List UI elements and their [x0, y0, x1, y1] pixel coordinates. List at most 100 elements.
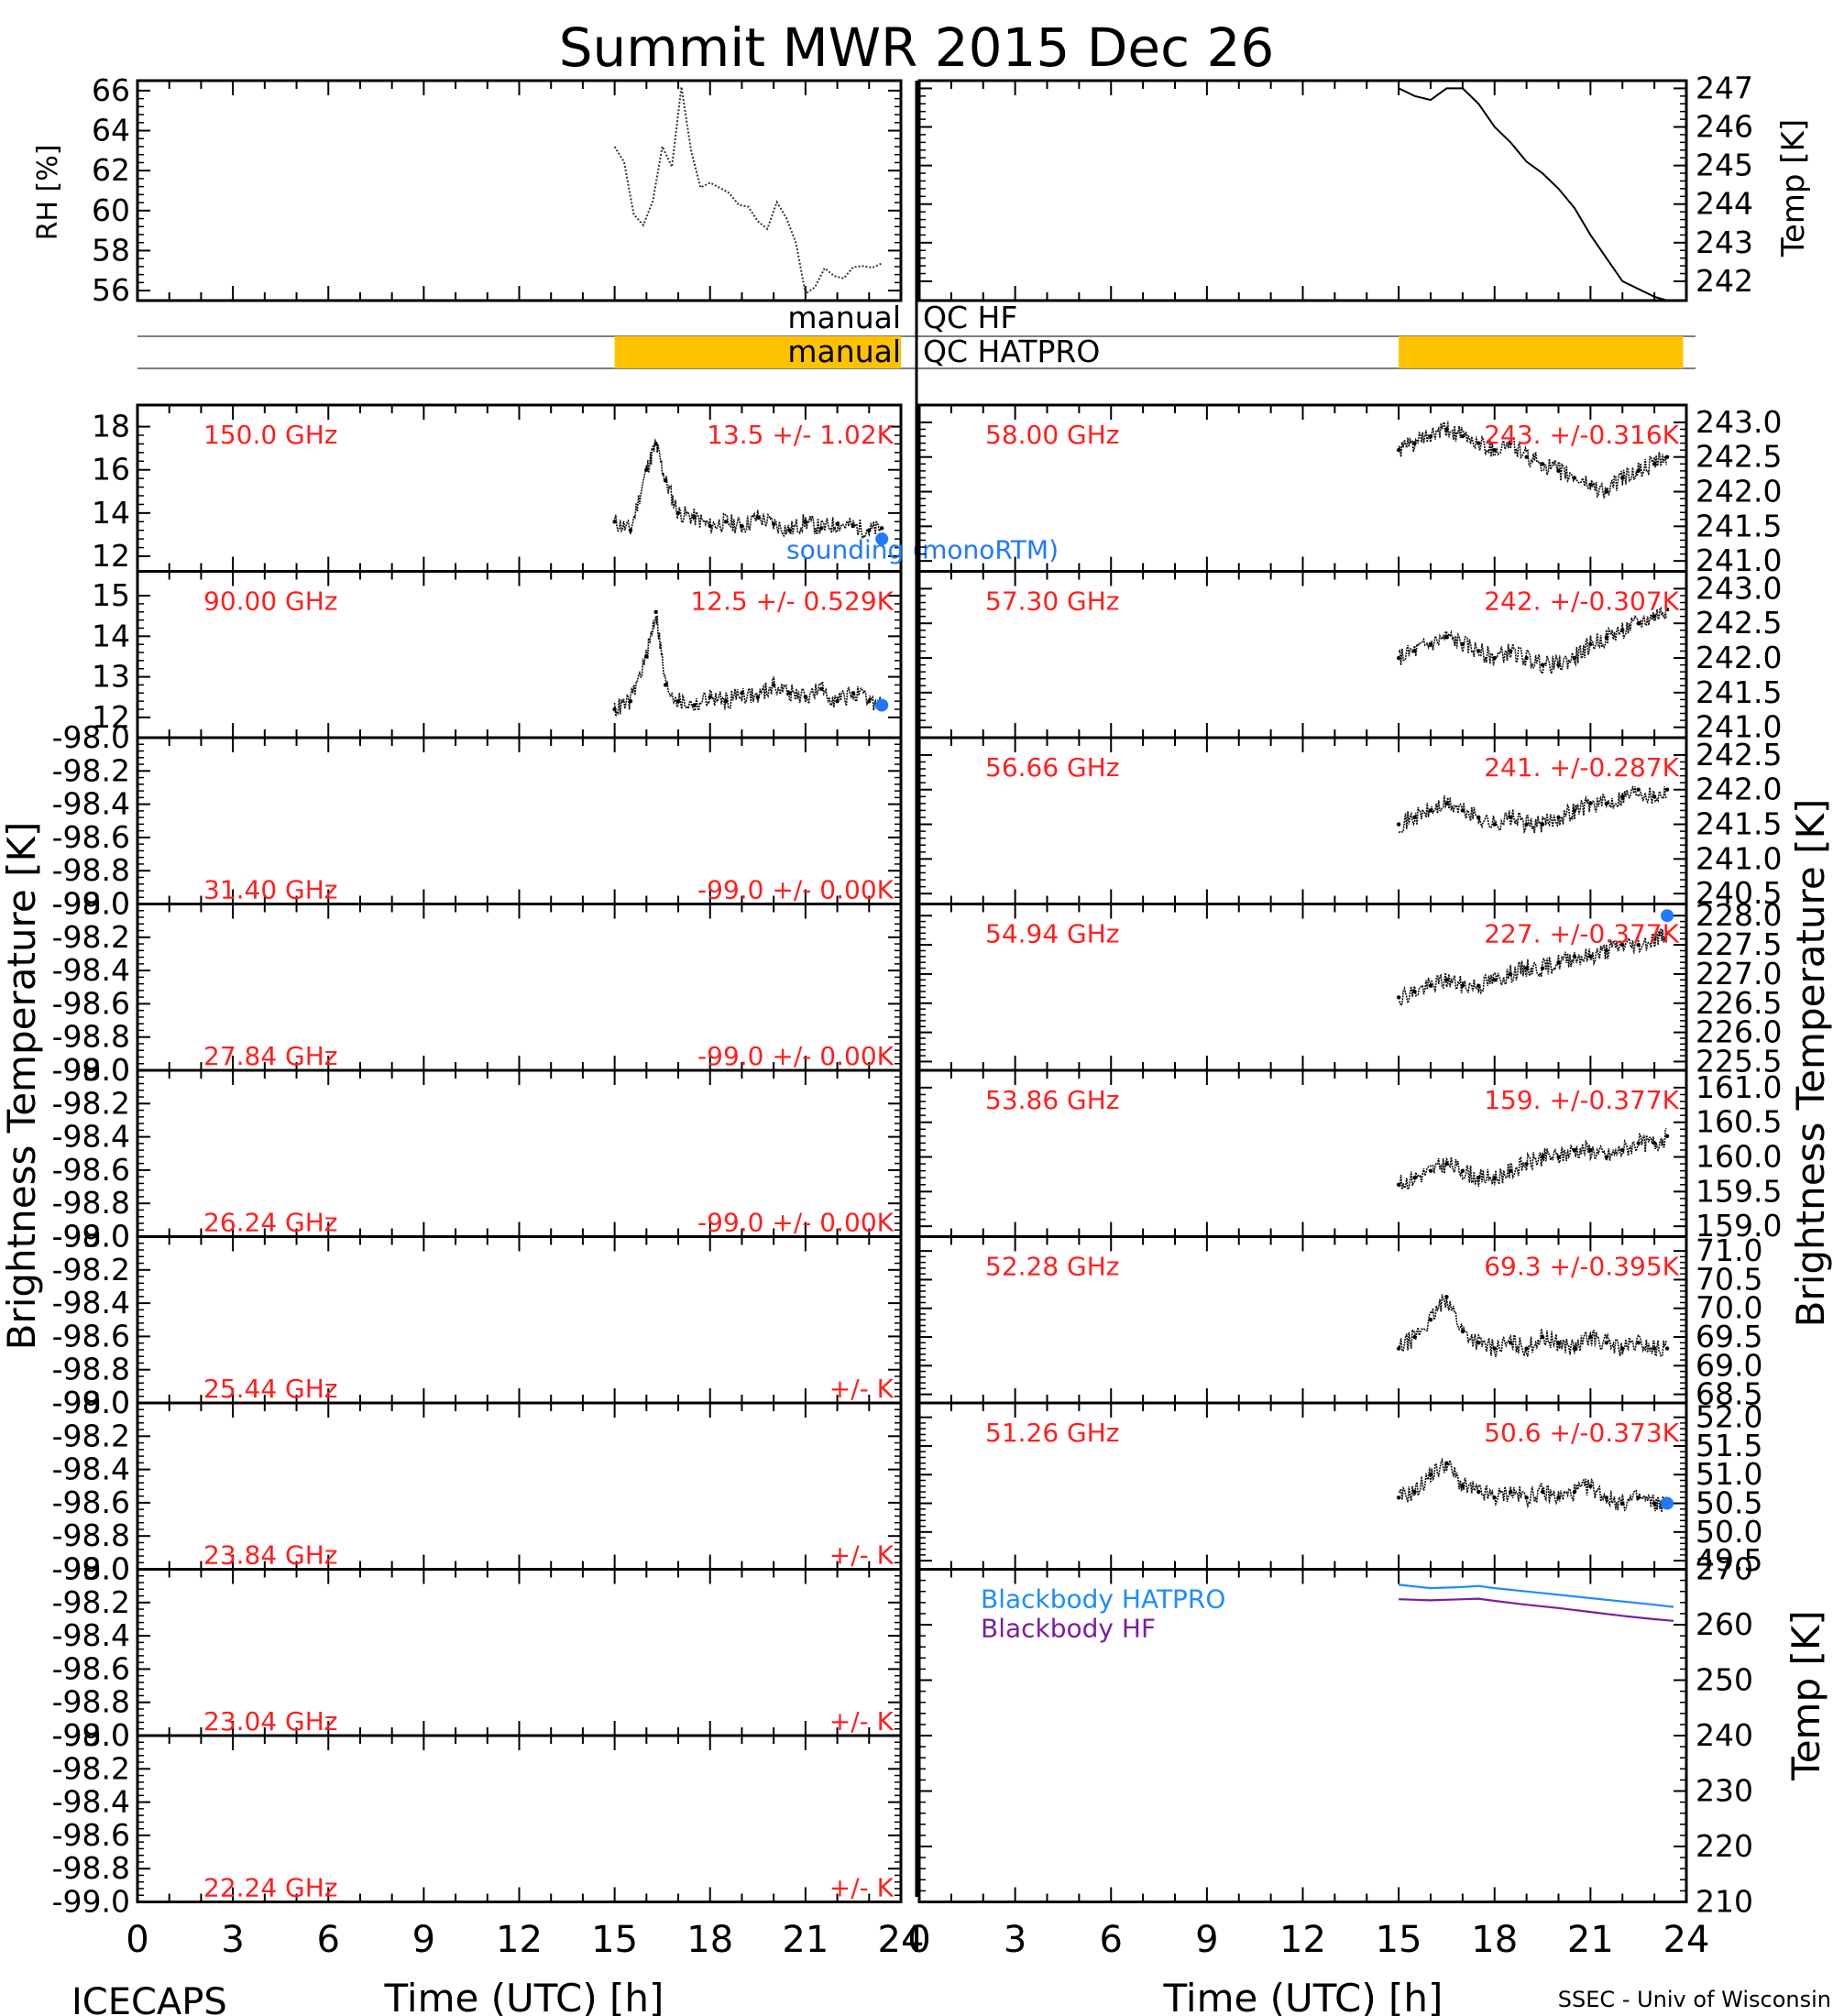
blackbody-panel: 210 220 230 240 250 260 270 Blackbody HATPROBla… — [917, 1551, 1753, 1920]
bt-2304-ytick-label: -98.6 — [52, 1650, 130, 1686]
bt-5494-ytick-label: 226.5 — [1696, 985, 1782, 1021]
rh-ytick-label: 66 — [92, 72, 130, 108]
bt-5800-point — [1492, 447, 1497, 453]
bt-2224-ytick-label: -98.2 — [52, 1750, 130, 1786]
bt-5386-point — [1444, 1161, 1449, 1167]
bt-5666-point — [1636, 787, 1641, 792]
rh-frame — [136, 79, 903, 302]
temp-top-ytick-label: 242 — [1696, 263, 1753, 299]
bt-5126-panel: 49.550.050.551.051.552.0 51.26 GHz 50.6 +/… — [917, 1399, 1762, 1578]
bt-1500-series — [613, 438, 882, 540]
x-tick-label-right: 15 — [1376, 1919, 1422, 1961]
bt-5228-point — [1652, 1346, 1657, 1351]
bt-2544-ytick-label: -99.0 — [52, 1385, 130, 1420]
blackbody-ytick-label: 270 — [1696, 1551, 1753, 1587]
bt-5228-ytick-label: 71.0 — [1696, 1233, 1762, 1268]
bt-1500-point — [708, 523, 712, 529]
qc-hf-label-right: QC HF — [923, 300, 1017, 335]
bt-5228-point — [1444, 1295, 1449, 1299]
bt-5386-point — [1476, 1176, 1481, 1180]
x-tick-label-left: 9 — [412, 1919, 435, 1961]
bt-5666-point — [1652, 794, 1657, 799]
rh-ytick-label: 62 — [92, 152, 130, 188]
bt-9000-point — [708, 695, 712, 699]
x-tick-label-left: 24 — [878, 1919, 925, 1961]
x-tick-label-left: 12 — [496, 1919, 543, 1961]
bt-3140-panel: -99.0-98.8-98.6-98.4-98.2-98.031.40 GHz -… — [52, 719, 903, 922]
x-tick-label-left: 3 — [221, 1919, 244, 1961]
bt-1500-point — [663, 478, 668, 483]
bt-1500-freq-label: 150.0 GHz — [203, 420, 338, 450]
bt-9000-stat-label: 12.5 +/- 0.529K — [690, 586, 894, 617]
bt-5228-point — [1604, 1341, 1609, 1345]
footer-left: ICECAPS — [71, 1981, 227, 2016]
x-tick-label-right: 18 — [1471, 1919, 1518, 1961]
bt-5666-point — [1556, 815, 1561, 820]
bt-5730-ytick-label: 242.5 — [1696, 605, 1782, 641]
x-tick-label-right: 0 — [907, 1919, 930, 1961]
bt-5126-point — [1636, 1496, 1641, 1500]
bt-2624-stat-label: -99.0 +/- 0.00K — [697, 1208, 895, 1238]
bt-5494-point — [1396, 995, 1401, 1000]
bt-5228-point — [1556, 1341, 1561, 1345]
bt-9000-point — [755, 695, 761, 699]
bt-2544-ytick-label: -98.8 — [52, 1352, 130, 1387]
bt-5494-point — [1664, 931, 1670, 936]
bt-2224-freq-label: 22.24 GHz — [203, 1873, 338, 1903]
bt-5386-point — [1636, 1141, 1641, 1145]
bt-5228-point — [1524, 1346, 1529, 1351]
bt-5386-point — [1508, 1168, 1513, 1173]
temp-top-ytick-label: 245 — [1696, 148, 1753, 183]
bt-2624-ytick-label: -98.2 — [52, 1085, 130, 1121]
bt-2224-ytick-label: -99.0 — [52, 1884, 130, 1920]
qc-hf-label-left: manual — [787, 300, 901, 335]
temp-top-ytick-label: 243 — [1696, 225, 1753, 260]
bt-1500-point — [787, 528, 792, 532]
footer-right: SSEC - Univ of Wisconsin — [1558, 1987, 1831, 2012]
bt-3140-ytick-label: -98.4 — [52, 786, 130, 822]
bt-5666-point — [1444, 801, 1449, 806]
rh-axis-label: RH [%] — [32, 145, 64, 241]
bt-2384-ytick-label: -98.4 — [52, 1452, 130, 1487]
bt-5386-point — [1664, 1134, 1670, 1139]
bt-5126-point — [1572, 1489, 1577, 1495]
bt-2224-ytick-label: -98.4 — [52, 1784, 130, 1820]
bt-5228-ytick-label: 68.5 — [1696, 1376, 1762, 1412]
blackbody-ytick-label: 230 — [1696, 1773, 1753, 1809]
bt-5126-stat-label: 50.6 +/-0.373K — [1484, 1418, 1679, 1448]
bt-2304-ytick-label: -98.8 — [52, 1684, 130, 1720]
bt-2224-ytick-label: -98.6 — [52, 1817, 130, 1853]
bt-5800-ytick-label: 241.0 — [1696, 542, 1782, 578]
bt-9000-point — [867, 698, 872, 704]
bt-5494-sounding-point — [1661, 909, 1674, 923]
temp-bottom-axis-label: Temp [K] — [1784, 1610, 1828, 1781]
bt-5228-freq-label: 52.28 GHz — [985, 1252, 1120, 1282]
bt-5730-point — [1428, 641, 1433, 647]
bt-5228-point — [1460, 1329, 1465, 1333]
bt-5730-point — [1652, 614, 1657, 619]
bt-5666-point — [1524, 822, 1529, 827]
qc-hatpro-bar-right — [1399, 336, 1684, 368]
x-axis-label-left: Time (UTC) [h] — [384, 1976, 664, 2016]
bt-5228-point — [1476, 1341, 1481, 1345]
bt-3140-ytick-label: -98.6 — [52, 819, 130, 855]
bt-5126-point — [1508, 1489, 1513, 1495]
bt-9000-point — [663, 683, 668, 687]
qc-hatpro-bar-left — [614, 336, 901, 368]
bt-2544-ytick-label: -98.0 — [52, 1219, 130, 1255]
blackbody-ytick-label: 240 — [1696, 1717, 1753, 1753]
bt-5666-point — [1492, 822, 1497, 827]
bt-5494-point — [1444, 978, 1449, 982]
bt-5800-point — [1664, 455, 1670, 459]
blackbody-ytick-label: 250 — [1696, 1662, 1753, 1698]
x-axis-label-right: Time (UTC) [h] — [1163, 1976, 1443, 2016]
bt-5386-stat-label: 159. +/-0.377K — [1484, 1085, 1679, 1115]
bt-2304-ytick-label: -98.2 — [52, 1584, 130, 1620]
bt-5666-ytick-label: 242.0 — [1696, 772, 1782, 807]
bt-5494-point — [1412, 989, 1417, 994]
bt-5730-point — [1460, 641, 1465, 647]
bt-5730-point — [1396, 655, 1401, 661]
bt-1500-point — [867, 528, 872, 532]
bt-1500-point — [819, 526, 824, 531]
